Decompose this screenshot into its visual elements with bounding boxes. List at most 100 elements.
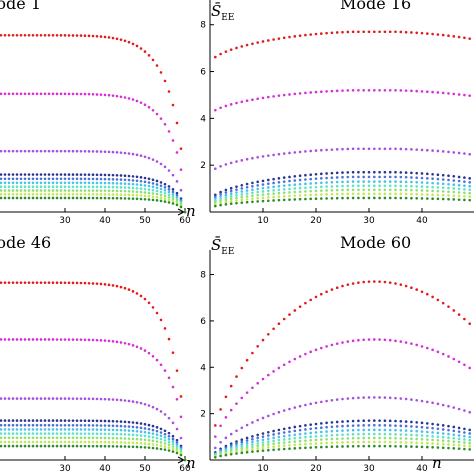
data-point: [3, 196, 7, 200]
data-point: [282, 434, 286, 438]
data-point: [179, 147, 183, 150]
data-point: [143, 176, 147, 180]
series-8: [0, 192, 187, 214]
data-point: [468, 444, 472, 448]
data-point: [325, 31, 328, 35]
data-point: [31, 338, 35, 341]
data-point: [261, 432, 265, 435]
data-point: [410, 31, 413, 34]
data-point: [314, 445, 318, 449]
y-axis-label: S̄EE: [211, 2, 234, 23]
series-9: [0, 196, 187, 214]
data-point: [304, 352, 307, 356]
data-point: [151, 195, 155, 198]
data-point: [175, 151, 179, 154]
data-point: [314, 197, 318, 200]
x-axis-label: n: [186, 202, 196, 220]
data-point: [325, 437, 328, 441]
data-point: [410, 420, 413, 424]
data-point: [55, 92, 59, 96]
series-2: [214, 396, 472, 450]
data-point: [51, 181, 55, 185]
data-point: [35, 419, 39, 422]
data-point: [147, 194, 151, 198]
data-point: [7, 196, 11, 200]
data-point: [63, 440, 67, 444]
data-point: [447, 432, 450, 436]
data-point: [282, 438, 286, 441]
data-point: [139, 176, 143, 179]
data-point: [282, 198, 286, 202]
data-point: [420, 399, 424, 403]
data-point: [214, 446, 217, 450]
data-point: [79, 423, 83, 427]
data-point: [426, 32, 429, 35]
data-point: [135, 190, 139, 194]
data-point: [325, 176, 328, 180]
data-point: [373, 440, 376, 444]
data-point: [404, 445, 408, 448]
data-point: [272, 199, 275, 202]
data-point: [267, 39, 270, 42]
data-point: [103, 436, 107, 440]
data-point: [55, 397, 59, 400]
data-point: [457, 187, 461, 191]
data-point: [388, 180, 392, 183]
x-tick-label: 40: [416, 464, 428, 474]
data-point: [119, 420, 123, 423]
data-point: [87, 432, 91, 435]
data-point: [107, 424, 111, 427]
data-point: [383, 188, 387, 192]
data-point: [0, 397, 3, 400]
data-point: [367, 196, 371, 200]
data-point: [171, 103, 175, 107]
data-point: [159, 199, 163, 203]
data-point: [47, 185, 51, 189]
data-point: [298, 92, 302, 95]
data-point: [0, 185, 3, 189]
data-point: [267, 199, 270, 203]
data-point: [159, 427, 163, 431]
data-point: [131, 344, 135, 347]
data-point: [346, 89, 350, 92]
data-point: [63, 181, 67, 185]
data-point: [59, 189, 63, 192]
data-point: [330, 398, 334, 402]
data-point: [39, 440, 43, 444]
data-point: [135, 429, 139, 433]
data-point: [123, 189, 127, 193]
data-point: [426, 346, 429, 350]
data-point: [119, 441, 123, 444]
data-point: [224, 50, 228, 53]
data-point: [357, 175, 360, 179]
data-point: [63, 177, 67, 181]
data-point: [362, 280, 366, 284]
data-point: [441, 301, 445, 305]
data-point: [155, 112, 159, 116]
data-point: [399, 340, 403, 343]
data-point: [79, 196, 83, 200]
data-point: [267, 445, 270, 449]
data-point: [309, 33, 313, 36]
data-point: [426, 193, 429, 196]
data-point: [55, 192, 59, 196]
data-point: [127, 193, 131, 197]
data-point: [224, 200, 228, 204]
data-point: [436, 173, 440, 176]
data-point: [346, 433, 350, 436]
data-point: [320, 400, 323, 404]
data-point: [335, 89, 339, 93]
data-point: [51, 92, 55, 96]
data-point: [151, 424, 155, 428]
data-point: [167, 190, 171, 194]
data-point: [27, 185, 31, 189]
data-point: [378, 196, 381, 200]
data-point: [240, 449, 244, 452]
data-point: [175, 451, 179, 455]
data-point: [463, 152, 466, 155]
data-point: [59, 436, 63, 440]
data-point: [119, 398, 123, 402]
data-point: [399, 184, 403, 188]
data-point: [367, 419, 371, 422]
data-point: [293, 406, 297, 409]
